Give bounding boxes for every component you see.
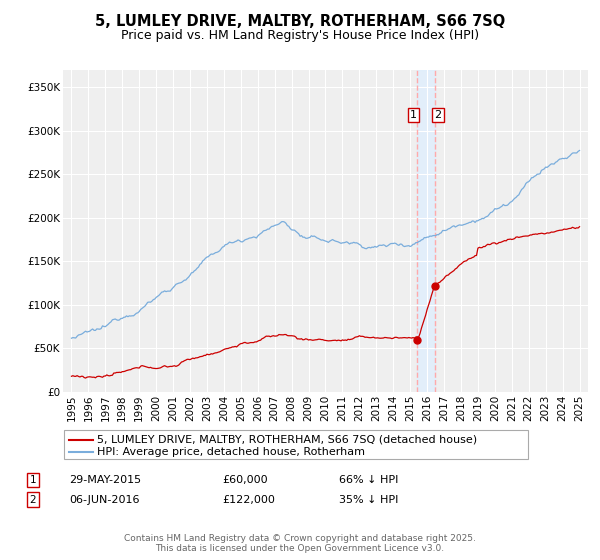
Text: 1: 1 [410,110,416,120]
Text: HPI: Average price, detached house, Rotherham: HPI: Average price, detached house, Roth… [97,447,365,458]
Text: 35% ↓ HPI: 35% ↓ HPI [339,494,398,505]
Text: 66% ↓ HPI: 66% ↓ HPI [339,475,398,485]
Text: £60,000: £60,000 [222,475,268,485]
Bar [417,70,434,392]
Text: £122,000: £122,000 [222,494,275,505]
Text: 29-MAY-2015: 29-MAY-2015 [69,475,141,485]
Text: 06-JUN-2016: 06-JUN-2016 [69,494,139,505]
Text: 5, LUMLEY DRIVE, MALTBY, ROTHERHAM, S66 7SQ: 5, LUMLEY DRIVE, MALTBY, ROTHERHAM, S66 … [95,14,505,29]
Text: 5, LUMLEY DRIVE, MALTBY, ROTHERHAM, S66 7SQ (detached house): 5, LUMLEY DRIVE, MALTBY, ROTHERHAM, S66 … [97,435,478,445]
Text: 1: 1 [29,475,37,485]
Text: Contains HM Land Registry data © Crown copyright and database right 2025.
This d: Contains HM Land Registry data © Crown c… [124,534,476,553]
Text: Price paid vs. HM Land Registry's House Price Index (HPI): Price paid vs. HM Land Registry's House … [121,29,479,42]
Text: 2: 2 [434,110,442,120]
Text: 2: 2 [29,494,37,505]
